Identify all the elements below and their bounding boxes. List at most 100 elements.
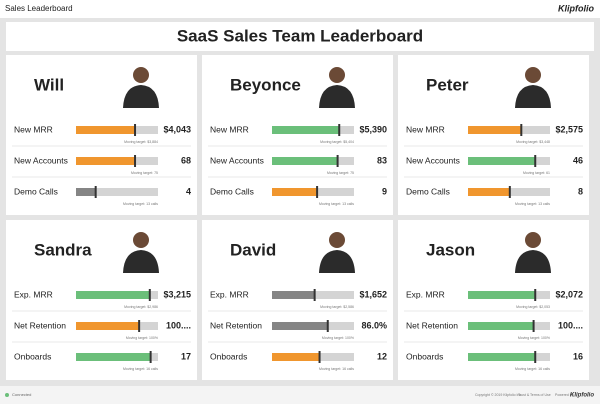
target-label: Moving target: 75	[327, 171, 354, 175]
metric-value: $2,575	[555, 124, 583, 134]
metric-label: Exp. MRR	[14, 289, 53, 299]
footer-powered: Powered by	[555, 393, 574, 397]
target-label: Moving target: $5,404	[320, 140, 354, 144]
metric-value: 4	[186, 186, 191, 196]
person-name: Peter	[426, 75, 469, 94]
target-label: Moving target: 13 calls	[515, 202, 550, 206]
bar-fill	[272, 291, 315, 299]
bar-fill	[468, 322, 534, 330]
target-label: Moving target: 100%	[518, 336, 550, 340]
bar-fill	[468, 126, 523, 134]
metric-value: 86.0%	[361, 320, 387, 330]
metric-label: Net Retention	[210, 320, 262, 330]
metric-label: Onboards	[14, 351, 51, 361]
target-label: Moving target: 13 calls	[319, 202, 354, 206]
footer-bar	[0, 386, 600, 404]
metric-label: Demo Calls	[210, 186, 254, 196]
cards: Will New MRR Moving target: $3,884 $4,043 Ne…	[6, 55, 589, 380]
bar-fill	[468, 188, 510, 196]
metric-value: 68	[181, 155, 191, 165]
metric-label: Onboards	[406, 351, 443, 361]
target-label: Moving target: $3,884	[124, 140, 158, 144]
top-bar	[0, 0, 600, 18]
target-label: Moving target: 100%	[126, 336, 158, 340]
metric-value: 83	[377, 155, 387, 165]
header-title: Sales Leaderboard	[5, 4, 73, 13]
person-name: Jason	[426, 240, 475, 259]
bar-fill	[468, 157, 536, 165]
metric-value: $3,215	[163, 289, 191, 299]
target-label: Moving target: $2,053	[516, 305, 550, 309]
metric-value: 8	[578, 186, 583, 196]
photo-head	[525, 67, 541, 83]
metric-value: 16	[573, 351, 583, 361]
metric-value: 9	[382, 186, 387, 196]
metric-value: 100....	[558, 320, 583, 330]
bar-fill	[468, 291, 536, 299]
target-label: Moving target: $2,586	[320, 305, 354, 309]
metric-label: Demo Calls	[406, 186, 450, 196]
target-label: Moving target: 75	[131, 171, 158, 175]
photo-head	[133, 67, 149, 83]
photo-body	[319, 85, 355, 108]
bar-fill	[272, 322, 328, 330]
bar-fill	[468, 353, 536, 361]
bar-fill	[76, 157, 136, 165]
photo-body	[515, 250, 551, 273]
metric-label: Net Retention	[406, 320, 458, 330]
person-name: Beyonce	[230, 75, 301, 94]
photo-head	[329, 67, 345, 83]
bar-track	[76, 188, 158, 196]
photo-body	[123, 85, 159, 108]
person-name: David	[230, 240, 276, 259]
metric-label: New Accounts	[14, 155, 68, 165]
photo-body	[319, 250, 355, 273]
target-label: Moving target: $3,448	[516, 140, 550, 144]
photo-body	[515, 85, 551, 108]
metric-label: Exp. MRR	[406, 289, 445, 299]
metric-value: 100....	[166, 320, 191, 330]
metric-value: $4,043	[163, 124, 191, 134]
person-name: Will	[34, 75, 64, 94]
metric-label: Onboards	[210, 351, 247, 361]
bar-fill	[76, 126, 136, 134]
target-label: Moving target: $2,986	[124, 305, 158, 309]
footer-copyright: Copyright © 2019 Klipfolio Inc.	[475, 393, 522, 397]
bar-fill	[272, 126, 340, 134]
bar-fill	[76, 322, 140, 330]
metric-label: Net Retention	[14, 320, 66, 330]
bar-fill	[272, 157, 338, 165]
person-name: Sandra	[34, 240, 92, 259]
metric-label: New MRR	[210, 124, 249, 134]
metric-label: New Accounts	[210, 155, 264, 165]
target-label: Moving target: 16 calls	[319, 367, 354, 371]
metric-value: $1,652	[359, 289, 387, 299]
dashboard-title: SaaS Sales Team Leaderboard	[177, 26, 423, 45]
logo: Klipfolio	[558, 3, 594, 13]
bar-fill	[272, 188, 318, 196]
target-label: Moving target: 16 calls	[123, 367, 158, 371]
bar-fill	[272, 353, 320, 361]
metric-label: Demo Calls	[14, 186, 58, 196]
title-panel	[6, 22, 594, 51]
metric-label: New MRR	[14, 124, 53, 134]
target-label: Moving target: 100%	[322, 336, 354, 340]
photo-head	[133, 232, 149, 248]
photo-head	[525, 232, 541, 248]
bar-fill	[76, 353, 151, 361]
metric-value: 12	[377, 351, 387, 361]
metric-label: Exp. MRR	[210, 289, 249, 299]
photo-head	[329, 232, 345, 248]
metric-label: New Accounts	[406, 155, 460, 165]
metric-value: $2,072	[555, 289, 583, 299]
metric-value: $5,390	[359, 124, 387, 134]
bar-fill	[76, 291, 150, 299]
target-label: Moving target: 16 calls	[515, 367, 550, 371]
target-label: Moving target: 13 calls	[123, 202, 158, 206]
target-label: Moving target: 61	[523, 171, 550, 175]
bar-fill	[76, 188, 96, 196]
photo-body	[123, 250, 159, 273]
status-dot	[5, 393, 9, 397]
metric-label: New MRR	[406, 124, 445, 134]
